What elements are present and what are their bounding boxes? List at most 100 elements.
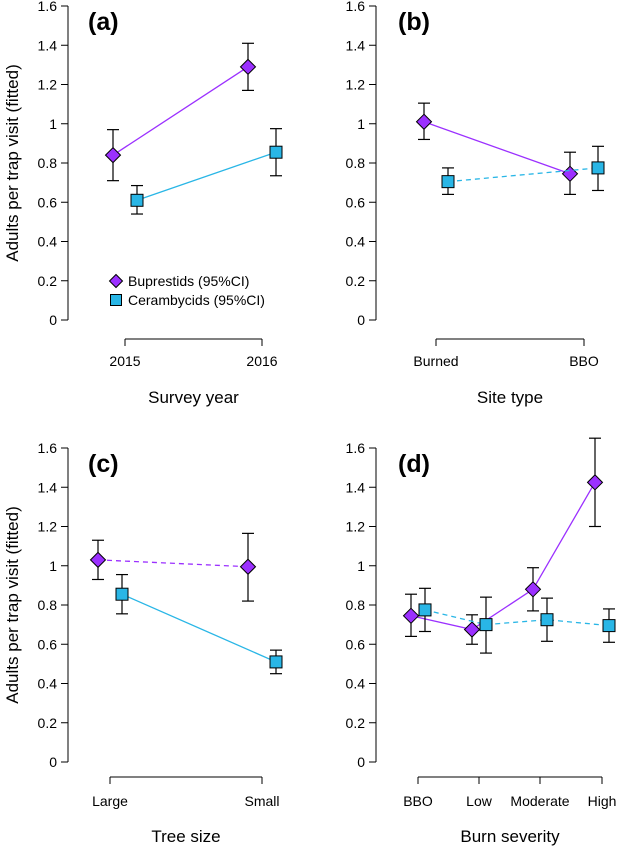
legend-label: Buprestids (95%CI) — [128, 273, 249, 289]
data-point — [402, 607, 420, 625]
panel-b: 0 0.2 0.4 0.6 0.8 1 1.2 1.4 1.6 Burned BBO Site typ… — [346, 0, 605, 407]
x-tick-label: BBO — [569, 353, 599, 369]
y-tick-label: 1.6 — [38, 440, 58, 456]
y-tick-label: 0.2 — [38, 273, 58, 289]
data-point — [540, 613, 554, 627]
x-axis-title: Burn severity — [460, 827, 560, 846]
series-line — [423, 121, 571, 175]
panel-c: 0 0.2 0.4 0.6 0.8 1 1.2 1.4 1.6 Large Small Tree si… — [3, 440, 283, 846]
y-tick-label: 0.6 — [38, 636, 58, 652]
series-line — [136, 151, 277, 201]
y-tick-label: 1.4 — [346, 479, 366, 495]
y-tick-label: 1.4 — [38, 479, 58, 495]
series-buprestids — [89, 532, 257, 602]
y-tick-label: 0 — [357, 312, 365, 328]
series-cerambycids — [441, 145, 605, 195]
panel-letter: (b) — [398, 8, 430, 36]
legend-marker — [110, 294, 122, 306]
x-tick-label: 2016 — [246, 353, 277, 369]
series-buprestids — [104, 42, 257, 182]
data-point — [269, 655, 283, 669]
data-point — [130, 193, 144, 207]
y-tick-label: 1 — [357, 558, 365, 574]
x-tick-label: BBO — [403, 793, 433, 809]
series-line — [424, 609, 610, 627]
data-point — [441, 175, 455, 189]
data-point — [239, 58, 257, 76]
x-tick-label: Large — [92, 793, 128, 809]
legend-item: Cerambycids (95%CI) — [110, 292, 265, 308]
data-point — [479, 618, 493, 632]
data-point — [89, 551, 107, 569]
series-cerambycids — [130, 128, 283, 215]
panel-a: 0 0.2 0.4 0.6 0.8 1 1.2 1.4 1.6 2015 2016 Survey ye… — [3, 0, 283, 407]
data-point — [524, 581, 542, 598]
y-tick-label: 0.2 — [346, 273, 366, 289]
y-tick-label: 0.4 — [346, 676, 366, 692]
legend-marker — [108, 273, 124, 289]
x-tick-label: Burned — [413, 353, 458, 369]
data-point — [415, 113, 433, 130]
y-tick-label: 1 — [357, 116, 365, 132]
series-line — [410, 482, 596, 631]
series-cerambycids — [418, 587, 616, 654]
x-tick-label: Moderate — [510, 793, 569, 809]
y-tick-label: 0.2 — [346, 715, 366, 731]
panel-letter: (a) — [88, 8, 119, 36]
y-tick-label: 1 — [49, 558, 57, 574]
y-tick-label: 0.8 — [38, 597, 58, 613]
data-point — [591, 161, 605, 175]
x-axis-title: Site type — [477, 388, 543, 407]
series-buprestids — [415, 102, 579, 195]
y-tick-label: 0.6 — [346, 636, 366, 652]
y-tick-label: 0.6 — [346, 194, 366, 210]
y-tick-label: 0.8 — [38, 155, 58, 171]
data-point — [269, 145, 283, 159]
panel-letter: (d) — [398, 450, 430, 478]
x-axis-title: Survey year — [148, 388, 239, 407]
data-point — [586, 474, 604, 491]
y-tick-label: 1 — [49, 116, 57, 132]
y-tick-label: 0.4 — [346, 234, 366, 250]
y-tick-label: 0 — [49, 754, 57, 770]
x-tick-label: High — [588, 793, 617, 809]
x-tick-label: Low — [466, 793, 493, 809]
series-line — [121, 593, 277, 663]
y-tick-label: 1.6 — [346, 440, 366, 456]
x-tick-label: Small — [244, 793, 279, 809]
y-axis-title: Adults per trap visit (fitted) — [3, 506, 22, 703]
y-tick-label: 1.6 — [38, 0, 58, 14]
legend: Buprestids (95%CI) Cerambycids (95%CI) — [108, 273, 265, 308]
data-point — [418, 603, 432, 617]
y-tick-label: 0 — [357, 754, 365, 770]
y-tick-label: 1.6 — [346, 0, 366, 14]
data-point — [561, 165, 579, 183]
series-cerambycids — [115, 573, 283, 675]
series-line — [112, 66, 249, 156]
y-tick-label: 0.8 — [346, 155, 366, 171]
data-point — [463, 621, 481, 638]
y-tick-label: 0.6 — [38, 194, 58, 210]
y-tick-label: 0.4 — [38, 234, 58, 250]
x-axis-title: Tree size — [151, 827, 220, 846]
y-tick-label: 0.2 — [38, 715, 58, 731]
data-point — [239, 558, 257, 575]
data-point — [115, 587, 129, 601]
series-line — [447, 167, 599, 183]
y-tick-label: 1.2 — [346, 519, 366, 535]
data-point — [104, 146, 122, 164]
series-buprestids — [402, 437, 604, 645]
y-tick-label: 1.2 — [346, 77, 366, 93]
legend-item: Buprestids (95%CI) — [108, 273, 249, 289]
y-axis-title: Adults per trap visit (fitted) — [3, 64, 22, 261]
y-tick-label: 0 — [49, 312, 57, 328]
y-tick-label: 1.2 — [38, 519, 58, 535]
y-tick-label: 0.8 — [346, 597, 366, 613]
series-line — [97, 559, 249, 568]
y-tick-label: 1.4 — [346, 37, 366, 53]
panel-letter: (c) — [88, 450, 119, 478]
x-tick-label: 2015 — [109, 353, 140, 369]
panel-d: 0 0.2 0.4 0.6 0.8 1 1.2 1.4 1.6 BBO Low Moderate Hig… — [346, 437, 617, 846]
y-tick-label: 1.4 — [38, 37, 58, 53]
